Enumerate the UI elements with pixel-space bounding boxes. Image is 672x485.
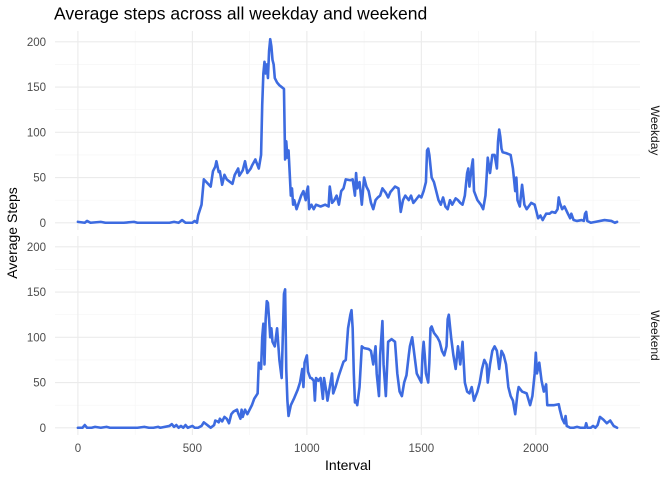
y-tick-labels: 0 50 100 150 200 — [27, 37, 46, 230]
x-axis-title: Interval — [325, 457, 371, 473]
chart-title: Average steps across all weekday and wee… — [54, 4, 427, 24]
series-line-weekday — [76, 37, 619, 225]
y-tick-label: 150 — [27, 82, 46, 94]
facet-strip-label: Weekday — [648, 106, 662, 156]
panels-layer: 0 50 100 150 200 Weekday 0 50 100 150 200 Weekend 0 5… — [27, 31, 662, 455]
panel-grid — [55, 31, 640, 230]
y-tick-label: 150 — [27, 287, 46, 299]
y-tick-label: 200 — [27, 242, 46, 254]
y-tick-label: 0 — [40, 218, 46, 230]
x-tick-labels: 0 500 1000 1500 2000 — [75, 443, 549, 455]
y-tick-label: 0 — [40, 423, 46, 435]
series-line-weekend — [76, 288, 619, 430]
x-tick-label: 1000 — [294, 443, 320, 455]
panel-weekday: 0 50 100 150 200 Weekday — [27, 31, 662, 230]
y-tick-label: 100 — [27, 332, 46, 344]
x-tick-label: 500 — [183, 443, 202, 455]
y-tick-label: 200 — [27, 37, 46, 49]
facet-strip-label: Weekend — [648, 310, 662, 360]
y-tick-label: 100 — [27, 127, 46, 139]
y-tick-labels: 0 50 100 150 200 — [27, 242, 46, 435]
y-tick-label: 50 — [33, 378, 46, 390]
x-tick-label: 1500 — [409, 443, 435, 455]
y-axis-title: Average Steps — [4, 187, 20, 279]
x-tick-label: 0 — [75, 443, 81, 455]
panel-weekend: 0 50 100 150 200 Weekend — [27, 236, 662, 435]
x-tick-label: 2000 — [523, 443, 549, 455]
y-tick-label: 50 — [33, 173, 46, 185]
